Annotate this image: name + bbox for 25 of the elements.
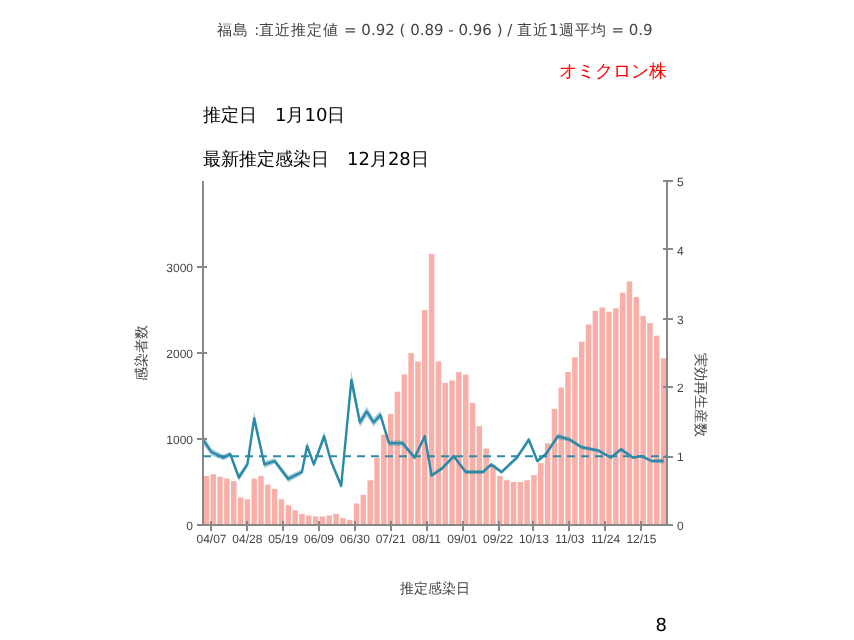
bar xyxy=(333,513,339,525)
bar xyxy=(258,475,264,525)
bar xyxy=(340,518,346,525)
bar xyxy=(524,480,530,525)
bar xyxy=(299,513,305,525)
bar xyxy=(449,380,455,525)
bar xyxy=(251,478,257,525)
bar xyxy=(230,481,237,525)
bar xyxy=(217,476,223,525)
bar xyxy=(203,475,210,525)
text: オミクロン株 xyxy=(559,61,667,83)
bar xyxy=(224,478,230,525)
bar xyxy=(592,310,599,525)
bar xyxy=(599,307,605,525)
text: 8 xyxy=(655,617,668,637)
bar xyxy=(265,484,271,525)
bar xyxy=(292,510,298,525)
text: 推定日 1月10日 xyxy=(203,105,346,127)
bar xyxy=(626,281,633,525)
bar xyxy=(456,371,462,525)
bar xyxy=(606,311,612,525)
bar xyxy=(503,480,510,525)
bar xyxy=(647,322,653,525)
bar xyxy=(408,353,414,525)
text: 最新推定感染日 12月28日 xyxy=(203,149,429,171)
